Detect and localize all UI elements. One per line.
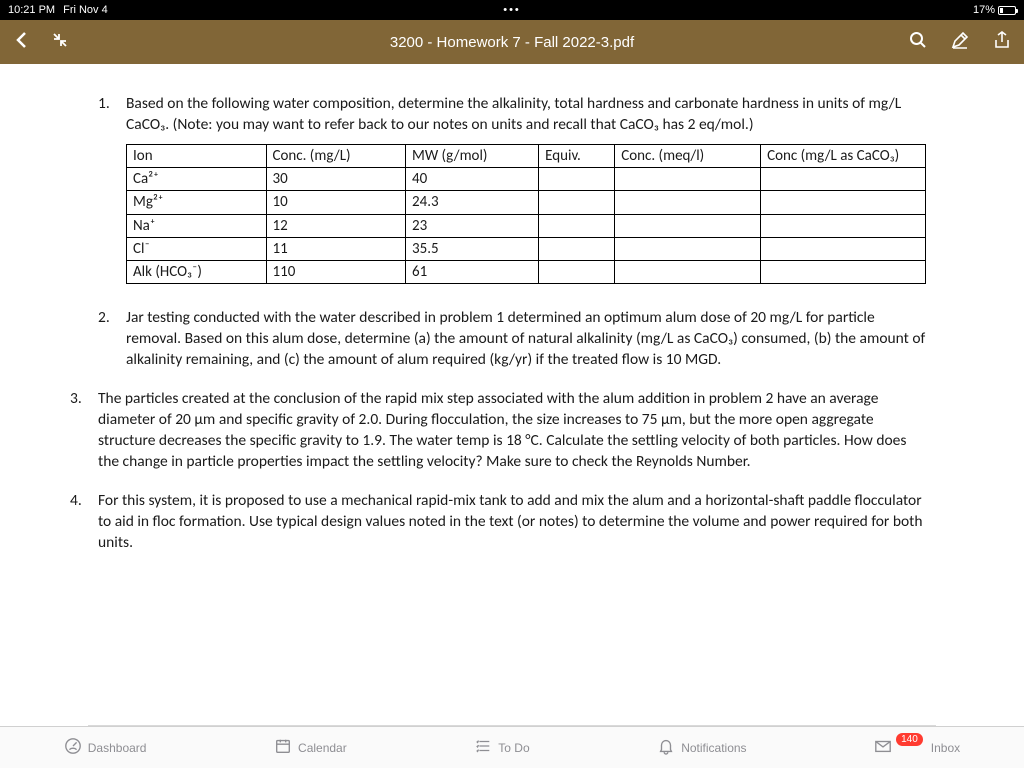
question-4: 4. For this system, it is proposed to us… [70, 491, 926, 554]
search-icon[interactable] [908, 30, 928, 55]
annotate-icon[interactable] [950, 30, 970, 55]
inbox-icon [874, 737, 892, 758]
q1-number: 1. [98, 94, 126, 290]
th-meq: Conc. (meq/l) [615, 144, 761, 167]
th-ion: Ion [127, 144, 267, 167]
status-date: Fri Nov 4 [63, 4, 108, 16]
q4-number: 4. [70, 491, 98, 554]
table-row: Alk (HCO₃⁻)11061 [127, 261, 926, 284]
document-title: 3200 - Homework 7 - Fall 2022-3.pdf [390, 34, 634, 51]
question-3: 3. The particles created at the conclusi… [70, 389, 926, 473]
calendar-icon [274, 737, 292, 758]
table-row: Na⁺1223 [127, 214, 926, 237]
table-row: Ca²⁺3040 [127, 168, 926, 191]
todo-icon [474, 737, 492, 758]
tab-label: Inbox [931, 741, 960, 755]
bell-icon [657, 737, 675, 758]
tab-todo[interactable]: To Do [474, 737, 529, 758]
tab-calendar[interactable]: Calendar [274, 737, 347, 758]
status-time: 10:21 PM [8, 4, 55, 16]
battery-icon [998, 6, 1016, 15]
q3-number: 3. [70, 389, 98, 473]
collapse-icon[interactable] [50, 30, 70, 55]
question-2: 2. Jar testing conducted with the water … [98, 308, 926, 371]
nav-bar: 3200 - Homework 7 - Fall 2022-3.pdf [0, 20, 1024, 64]
tab-notifications[interactable]: Notifications [657, 737, 746, 758]
th-mw: MW (g/mol) [406, 144, 539, 167]
q2-number: 2. [98, 308, 126, 371]
table-row: Mg²⁺1024.3 [127, 191, 926, 214]
tab-bar: Dashboard Calendar To Do Notifications 1… [0, 726, 1024, 768]
tab-label: Calendar [298, 741, 347, 755]
tab-inbox[interactable]: 140 Inbox [874, 737, 960, 758]
table-header-row: Ion Conc. (mg/L) MW (g/mol) Equiv. Conc.… [127, 144, 926, 167]
share-icon[interactable] [992, 30, 1012, 55]
th-equiv: Equiv. [539, 144, 615, 167]
q1-text: Based on the following water composition… [126, 94, 926, 136]
tab-label: To Do [498, 741, 529, 755]
question-1: 1. Based on the following water composit… [98, 94, 926, 290]
tab-label: Notifications [681, 741, 746, 755]
inbox-badge: 140 [896, 733, 923, 746]
q3-text: The particles created at the conclusion … [98, 389, 926, 473]
back-icon[interactable] [12, 30, 32, 55]
th-conc: Conc. (mg/L) [266, 144, 406, 167]
dashboard-icon [64, 737, 82, 758]
th-caco3: Conc (mg/L as CaCO₃) [761, 144, 926, 167]
q2-text: Jar testing conducted with the water des… [126, 308, 926, 371]
ion-table: Ion Conc. (mg/L) MW (g/mol) Equiv. Conc.… [126, 144, 926, 285]
status-bar: 10:21 PM Fri Nov 4 ••• 17% [0, 0, 1024, 20]
q4-text: For this system, it is proposed to use a… [98, 491, 926, 554]
pdf-document[interactable]: 1. Based on the following water composit… [0, 64, 1024, 726]
battery-pct: 17% [973, 4, 995, 16]
status-dots[interactable]: ••• [503, 4, 521, 16]
table-row: Cl⁻1135.5 [127, 237, 926, 260]
tab-dashboard[interactable]: Dashboard [64, 737, 147, 758]
tab-label: Dashboard [88, 741, 147, 755]
